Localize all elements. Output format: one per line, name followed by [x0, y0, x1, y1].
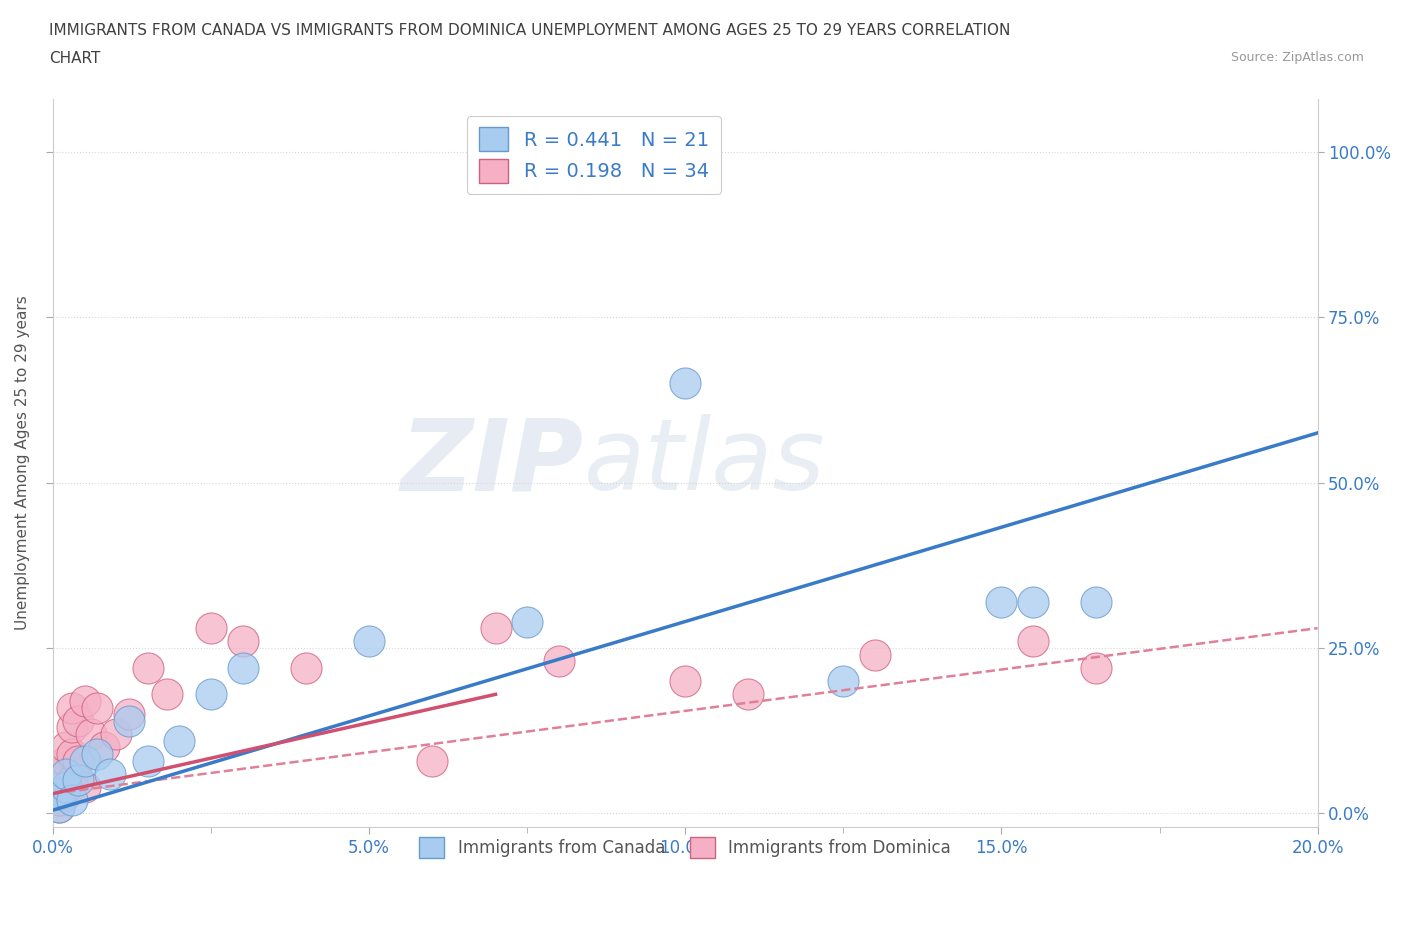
- Point: [55, 753, 77, 768]
- Point: [67, 753, 90, 768]
- Point: [105, 726, 128, 741]
- Point: [60, 773, 83, 788]
- Point: [484, 620, 506, 635]
- Point: [55, 779, 77, 794]
- Point: [98, 766, 121, 781]
- Point: [547, 654, 569, 669]
- Point: [200, 687, 222, 702]
- Point: [1022, 594, 1045, 609]
- Point: [60, 720, 83, 735]
- Legend: Immigrants from Canada, Immigrants from Dominica: Immigrants from Canada, Immigrants from …: [408, 826, 963, 870]
- Point: [93, 740, 115, 755]
- Point: [200, 620, 222, 635]
- Y-axis label: Unemployment Among Ages 25 to 29 years: Unemployment Among Ages 25 to 29 years: [15, 296, 30, 631]
- Text: atlas: atlas: [583, 414, 825, 512]
- Point: [67, 773, 90, 788]
- Point: [1022, 634, 1045, 649]
- Point: [863, 647, 886, 662]
- Text: Source: ZipAtlas.com: Source: ZipAtlas.com: [1230, 51, 1364, 64]
- Point: [73, 694, 96, 709]
- Point: [60, 747, 83, 762]
- Point: [737, 687, 759, 702]
- Point: [80, 726, 103, 741]
- Point: [55, 786, 77, 801]
- Point: [86, 747, 108, 762]
- Point: [232, 660, 254, 675]
- Point: [136, 660, 159, 675]
- Point: [673, 673, 696, 688]
- Point: [295, 660, 318, 675]
- Point: [1085, 594, 1108, 609]
- Text: CHART: CHART: [49, 51, 101, 66]
- Point: [86, 700, 108, 715]
- Point: [48, 792, 70, 807]
- Point: [136, 753, 159, 768]
- Point: [73, 779, 96, 794]
- Point: [67, 713, 90, 728]
- Text: IMMIGRANTS FROM CANADA VS IMMIGRANTS FROM DOMINICA UNEMPLOYMENT AMONG AGES 25 TO: IMMIGRANTS FROM CANADA VS IMMIGRANTS FRO…: [49, 23, 1011, 38]
- Point: [60, 700, 83, 715]
- Point: [118, 707, 141, 722]
- Point: [48, 779, 70, 794]
- Point: [48, 766, 70, 781]
- Point: [420, 753, 443, 768]
- Point: [156, 687, 179, 702]
- Point: [832, 673, 855, 688]
- Point: [990, 594, 1012, 609]
- Point: [60, 792, 83, 807]
- Point: [169, 733, 191, 748]
- Point: [48, 800, 70, 815]
- Point: [1085, 660, 1108, 675]
- Point: [48, 800, 70, 815]
- Point: [118, 713, 141, 728]
- Point: [55, 773, 77, 788]
- Point: [55, 740, 77, 755]
- Text: ZIP: ZIP: [401, 414, 583, 512]
- Point: [673, 376, 696, 391]
- Point: [48, 786, 70, 801]
- Point: [516, 614, 538, 629]
- Point: [359, 634, 381, 649]
- Point: [55, 766, 77, 781]
- Point: [232, 634, 254, 649]
- Point: [73, 753, 96, 768]
